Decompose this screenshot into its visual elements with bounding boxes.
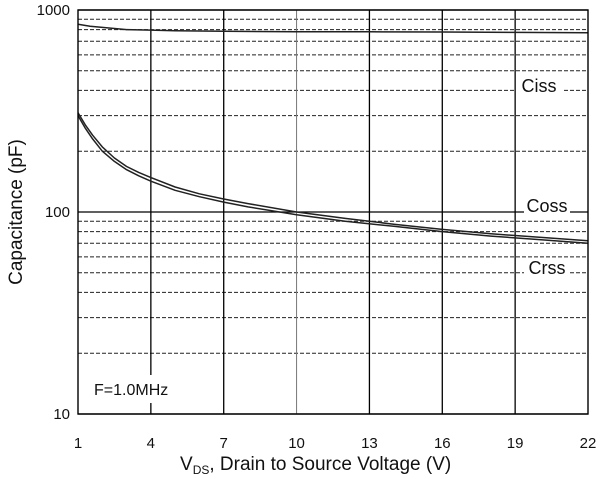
y-tick-label: 100	[45, 204, 70, 221]
series-label-ciss: Ciss	[522, 76, 557, 96]
series-lines	[77, 23, 589, 245]
annotation: F=1.0MHz	[91, 375, 199, 403]
series-line-crss	[77, 115, 589, 245]
x-tick-label: 19	[507, 435, 524, 452]
x-axis-title-subscript: DS	[193, 463, 210, 477]
y-axis-title: Capacitance (pF)	[6, 139, 27, 285]
x-tick-labels: 1 4 7 10 13 16 19 22	[74, 435, 597, 452]
series-labels: Ciss Coss Crss	[516, 76, 570, 280]
series-label-bg	[516, 76, 562, 98]
annotation-text: F=1.0MHz	[94, 382, 168, 399]
y-tick-label: 1000	[37, 2, 70, 19]
x-tick-label: 4	[147, 435, 155, 452]
x-tick-label: 22	[580, 435, 597, 452]
y-tick-labels: 10 100 1000	[37, 2, 70, 423]
x-tick-label: 16	[434, 435, 451, 452]
series-label-bg	[524, 196, 570, 218]
x-axis-title-rest: , Drain to Source Voltage (V)	[209, 454, 451, 475]
series-line-ciss	[77, 23, 589, 34]
series-label-bg	[524, 258, 570, 280]
plot-frame	[77, 9, 589, 415]
x-tick-label: 10	[288, 435, 305, 452]
x-tick-label: 13	[361, 435, 378, 452]
x-axis-title-v: V	[180, 454, 193, 475]
x-tick-label: 1	[74, 435, 82, 452]
y-tick-label: 10	[53, 406, 70, 423]
series-line-coss	[77, 112, 589, 242]
x-axis-title: VDS, Drain to Source Voltage (V)	[180, 454, 451, 477]
series-label-coss: Coss	[526, 196, 567, 216]
series-label-crss: Crss	[529, 258, 566, 278]
minor-gridlines	[78, 18, 588, 354]
x-tick-label: 7	[220, 435, 228, 452]
annotation-box	[91, 375, 199, 403]
